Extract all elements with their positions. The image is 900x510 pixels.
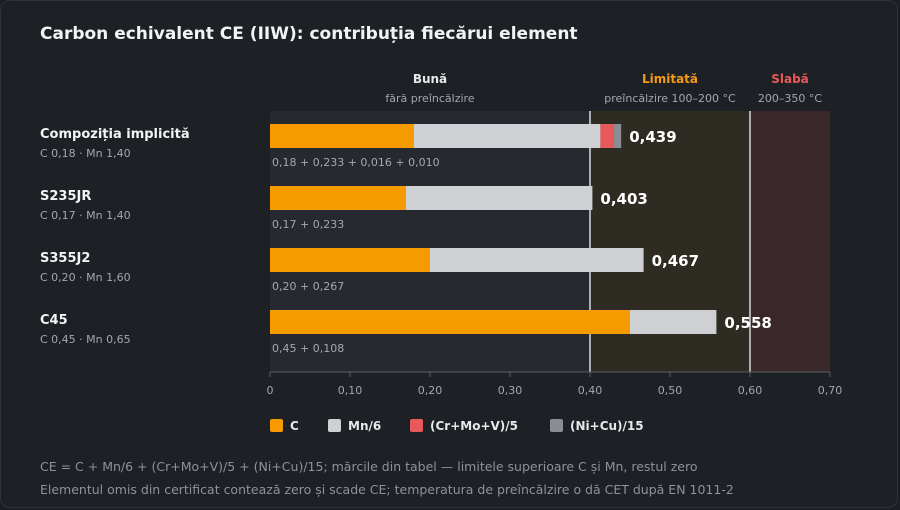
x-tick-label: 0,30 xyxy=(498,384,523,397)
row-composition: C 0,18 · Mn 1,40 xyxy=(40,147,131,160)
x-tick-label: 0 xyxy=(267,384,274,397)
x-tick-label: 0,70 xyxy=(818,384,843,397)
bar-segment-C xyxy=(270,124,414,148)
legend-label-2: (Cr+Mo+V)/5 xyxy=(430,419,518,433)
zone-label-1: Limitată xyxy=(642,72,698,86)
legend-label-3: (Ni+Cu)/15 xyxy=(570,419,644,433)
bar-segment-C xyxy=(270,186,406,210)
legend-swatch-3 xyxy=(550,419,563,432)
legend-swatch-1 xyxy=(328,419,341,432)
zone-label-0: Bună xyxy=(413,72,447,86)
row-total-label: 0,403 xyxy=(600,190,647,208)
row-name: C45 xyxy=(40,313,68,328)
row-breakdown: 0,20 + 0,267 xyxy=(272,280,344,293)
row-breakdown: 0,45 + 0,108 xyxy=(272,342,344,355)
zone-sublabel-0: fără preîncălzire xyxy=(385,92,474,105)
x-tick-label: 0,50 xyxy=(658,384,683,397)
row-composition: C 0,45 · Mn 0,65 xyxy=(40,333,131,346)
row-name: S355J2 xyxy=(40,251,90,266)
row-breakdown: 0,18 + 0,233 + 0,016 + 0,010 xyxy=(272,156,440,169)
x-tick-label: 0,60 xyxy=(738,384,763,397)
row-composition: C 0,17 · Mn 1,40 xyxy=(40,209,131,222)
legend-label-1: Mn/6 xyxy=(348,419,381,433)
row-name: Compoziția implicită xyxy=(40,127,190,142)
footnote-preheat: Elementul omis din certificat contează z… xyxy=(40,482,734,497)
row-name: S235JR xyxy=(40,189,91,204)
bar-segment-(Cr+Mo+V)/5 xyxy=(600,124,614,148)
bar-segment-C xyxy=(270,310,630,334)
zone-label-2: Slabă xyxy=(771,72,809,86)
row-total-label: 0,467 xyxy=(652,252,699,270)
bar-segment-C xyxy=(270,248,430,272)
bar-segment-Mn/6 xyxy=(430,248,644,272)
bar-segment-Mn/6 xyxy=(414,124,601,148)
x-tick-label: 0,40 xyxy=(578,384,603,397)
row-total-label: 0,439 xyxy=(629,128,676,146)
bar-segment-Mn/6 xyxy=(406,186,593,210)
row-breakdown: 0,17 + 0,233 xyxy=(272,218,344,231)
legend-swatch-2 xyxy=(410,419,423,432)
zone-sublabel-1: preîncălzire 100–200 °C xyxy=(604,92,736,105)
bar-segment-(Ni+Cu)/15 xyxy=(613,124,622,148)
x-tick-label: 0,10 xyxy=(338,384,363,397)
legend-swatch-0 xyxy=(270,419,283,432)
zone-band-2 xyxy=(750,111,830,372)
zone-sublabel-2: 200–350 °C xyxy=(758,92,822,105)
chart-title: Carbon echivalent CE (IIW): contribuția … xyxy=(40,24,578,44)
footnote-formula: CE = C + Mn/6 + (Cr+Mo+V)/5 + (Ni+Cu)/15… xyxy=(40,459,698,474)
x-tick-label: 0,20 xyxy=(418,384,443,397)
legend-label-0: C xyxy=(290,419,299,433)
bar-segment-Mn/6 xyxy=(630,310,717,334)
row-composition: C 0,20 · Mn 1,60 xyxy=(40,271,131,284)
row-total-label: 0,558 xyxy=(724,314,771,332)
